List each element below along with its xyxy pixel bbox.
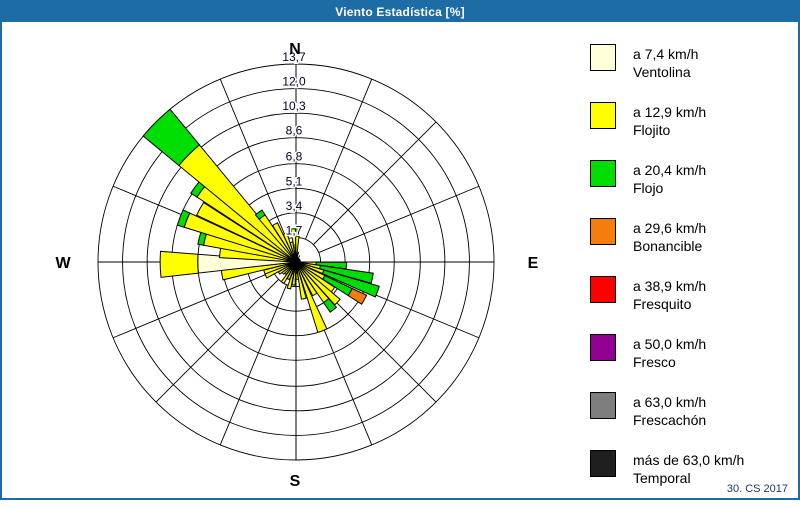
ring-label-1,7: 1,7 (286, 223, 303, 237)
grid-spoke (112, 270, 274, 339)
petal-segment-yellow (282, 232, 297, 263)
legend-item-frescachón: a 63,0 km/h Frescachón (590, 392, 790, 429)
petal-segment-green (322, 297, 338, 313)
petal-segment-yellow (295, 261, 341, 306)
legend-beaufort-name: Fresco (633, 354, 676, 370)
legend-beaufort-name: Bonancible (633, 238, 703, 254)
grid-spoke (219, 78, 288, 240)
ring-label-12,0: 12,0 (282, 75, 306, 89)
legend-beaufort-name: Frescachón (633, 412, 707, 428)
legend-beaufort-name: Temporal (633, 470, 691, 486)
legend-speed: más de 63,0 km/h (633, 452, 745, 468)
legend-item-flojito: a 12,9 km/h Flojito (590, 102, 790, 139)
legend-speed: a 20,4 km/h (633, 162, 707, 178)
legend-label: a 7,4 km/h Ventolina (633, 45, 698, 81)
legend-item-temporal: más de 63,0 km/h Temporal (590, 450, 790, 487)
window-title: Viento Estadística [%] (335, 5, 465, 19)
ring-label-3,4: 3,4 (286, 199, 303, 213)
legend-speed: a 50,0 km/h (633, 336, 707, 352)
legend-item-bonancible: a 29,6 km/h Bonancible (590, 218, 790, 255)
petal-segment-green (254, 209, 266, 221)
ring-label-10,3: 10,3 (282, 99, 306, 113)
legend-swatch-cream (590, 44, 616, 71)
ring-label-5,1: 5,1 (286, 174, 303, 188)
ring-label-13,7: 13,7 (282, 50, 306, 64)
legend-swatch-dark (590, 450, 616, 477)
legend-swatch-purple (590, 334, 616, 361)
ring-label-8,6: 8,6 (286, 124, 303, 138)
petal-segment-orange (347, 287, 368, 305)
legend-beaufort-name: Flojito (633, 122, 671, 138)
compass-label-n: N (289, 41, 301, 58)
grid-spoke (304, 78, 373, 240)
petal-segment-yellow (295, 261, 328, 334)
legend-swatch-orange (590, 218, 616, 245)
footer-credit: 30. CS 2017 (726, 483, 788, 495)
wind-rose-chart: 1,7 3,4 5,1 6,8 8,6 10,3 12,0 13,7N S W E (55, 41, 539, 490)
legend-swatch-green (590, 160, 616, 187)
legend-label: a 38,9 km/h Fresquito (633, 277, 706, 313)
legend-speed: a 63,0 km/h (633, 394, 707, 410)
grid-spoke (318, 185, 480, 254)
petal-segment-green (321, 269, 380, 298)
petal-segment-green (176, 209, 191, 228)
compass-label-w: W (55, 255, 71, 272)
window-titlebar: Viento Estadística [%] (2, 2, 798, 22)
legend-item-flojo: a 20,4 km/h Flojo (590, 160, 790, 197)
petal-segment-green (319, 264, 374, 284)
petal-segment-yellow (159, 250, 199, 278)
legend-label: a 63,0 km/h Frescachón (633, 393, 706, 429)
legend-item-fresco: a 50,0 km/h Fresco (590, 334, 790, 371)
legend-label: más de 63,0 km/h Temporal (633, 451, 744, 487)
legend-speed: a 38,9 km/h (633, 278, 707, 294)
petal-segment-yellow (264, 261, 297, 279)
legend-label: a 12,9 km/h Flojito (633, 103, 706, 139)
legend-speed: a 29,6 km/h (633, 220, 707, 236)
legend-beaufort-name: Ventolina (633, 64, 691, 80)
petal-segment-green (142, 108, 201, 167)
legend-swatch-red (590, 276, 616, 303)
ring-label-6,8: 6,8 (286, 150, 303, 164)
legend-swatch-yellow (590, 102, 616, 129)
grid-spoke (155, 279, 279, 403)
legend-swatch-gray (590, 392, 616, 419)
grid-spoke (313, 121, 437, 245)
legend-label: a 20,4 km/h Flojo (633, 161, 706, 197)
petal-segment-green (295, 225, 301, 237)
petal-segment-yellow (271, 222, 297, 263)
legend-item-fresquito: a 38,9 km/h Fresquito (590, 276, 790, 313)
grid-spoke (219, 284, 288, 446)
legend-speed: a 12,9 km/h (633, 104, 707, 120)
petal-segment-yellow (295, 261, 318, 297)
legend-label: a 29,6 km/h Bonancible (633, 219, 706, 255)
legend-beaufort-name: Flojo (633, 180, 664, 196)
compass-label-s: S (290, 473, 301, 490)
petal-segment-yellow (295, 261, 307, 300)
legend-label: a 50,0 km/h Fresco (633, 335, 706, 371)
wind-rose-panel: 1,7 3,4 5,1 6,8 8,6 10,3 12,0 13,7 N S W E (2, 22, 577, 498)
legend-beaufort-name: Fresquito (633, 296, 692, 312)
petal-segment-yellow (195, 201, 297, 263)
compass-label-e: E (528, 255, 539, 272)
center-knot (291, 257, 301, 267)
legend-speed: a 7,4 km/h (633, 46, 699, 62)
legend: a 7,4 km/h Ventolina a 12,9 km/h Flojito a 2… (590, 44, 790, 508)
legend-item-ventolina: a 7,4 km/h Ventolina (590, 44, 790, 81)
